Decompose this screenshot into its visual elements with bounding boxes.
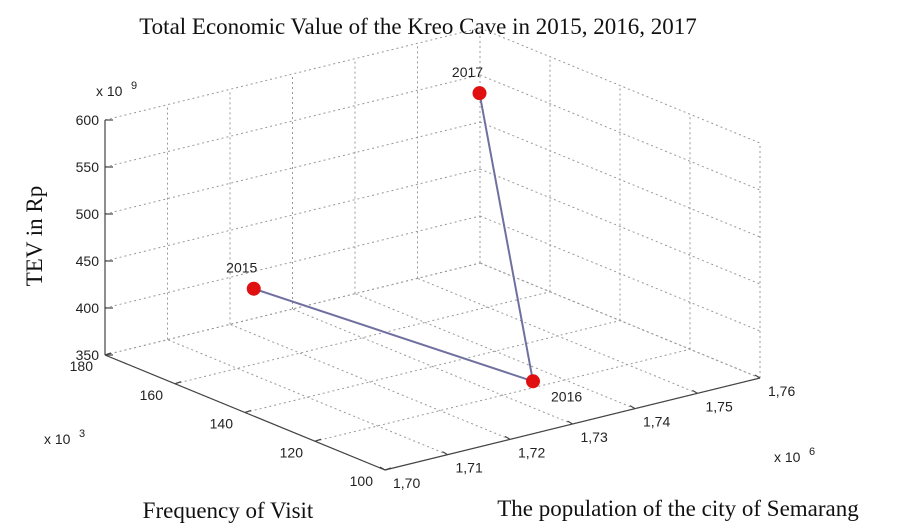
scale-label: x 10 bbox=[44, 431, 71, 447]
y-tick-label: 160 bbox=[140, 387, 164, 403]
x-tick-label: 1,74 bbox=[643, 414, 670, 430]
grid-line bbox=[167, 339, 448, 456]
z-axis-label: TEV in Rp bbox=[22, 186, 47, 287]
grid-line bbox=[479, 27, 761, 144]
tick-mark bbox=[314, 438, 322, 442]
grid-line bbox=[104, 74, 481, 168]
tick-mark bbox=[567, 420, 573, 425]
x-tick-label: 1,76 bbox=[768, 383, 795, 399]
tick-mark bbox=[754, 374, 761, 379]
z-tick-label: 600 bbox=[76, 112, 100, 128]
z-tick-label: 350 bbox=[76, 347, 100, 363]
y-axis-label: Frequency of Visit bbox=[143, 498, 314, 523]
x-tick-label: 1,75 bbox=[706, 398, 733, 414]
grid-line bbox=[479, 168, 761, 285]
grid-line bbox=[174, 291, 551, 385]
x-tick-label: 1,70 bbox=[393, 475, 420, 491]
grid-line bbox=[479, 262, 761, 379]
scale-exponent: 6 bbox=[809, 446, 815, 458]
data-point bbox=[472, 86, 487, 101]
tick-mark bbox=[384, 467, 392, 471]
grid-line bbox=[104, 168, 481, 262]
scale-label: x 10 bbox=[774, 449, 801, 465]
tick-mark bbox=[174, 381, 182, 385]
x-tick-label: 1,73 bbox=[581, 429, 608, 445]
z-tick-label: 450 bbox=[76, 253, 100, 269]
tick-mark bbox=[629, 405, 636, 410]
tick-mark bbox=[244, 409, 252, 414]
tick-mark bbox=[692, 389, 698, 394]
z-tick-label: 400 bbox=[76, 300, 100, 316]
x-axis-label: The population of the city of Semarang bbox=[497, 496, 859, 521]
scale-exponent: 9 bbox=[131, 80, 137, 92]
point-label: 2015 bbox=[226, 260, 257, 276]
tick-mark bbox=[104, 352, 112, 356]
grid-line bbox=[292, 308, 573, 425]
grid-line bbox=[104, 215, 481, 309]
y-tick-label: 140 bbox=[210, 416, 234, 432]
scale-label: x 10 bbox=[96, 83, 123, 99]
y-tick-label: 100 bbox=[350, 473, 374, 489]
x-tick-label: 1,72 bbox=[518, 444, 545, 460]
grid-line bbox=[104, 121, 481, 215]
grid-line bbox=[104, 27, 481, 121]
chart-title: Total Economic Value of the Kreo Cave in… bbox=[139, 14, 697, 39]
grid-line bbox=[479, 121, 761, 238]
y-tick-label: 120 bbox=[280, 444, 304, 460]
grid-line bbox=[314, 348, 691, 442]
tick-mark bbox=[442, 451, 448, 456]
grid-line bbox=[479, 74, 761, 191]
point-label: 2016 bbox=[551, 388, 582, 404]
z-tick-label: 500 bbox=[76, 206, 100, 222]
data-point bbox=[246, 281, 261, 296]
data-point bbox=[526, 374, 540, 389]
x-tick-label: 1,71 bbox=[456, 460, 483, 476]
grid-line bbox=[104, 262, 481, 356]
tick-mark bbox=[504, 435, 511, 440]
grid-line bbox=[229, 323, 511, 440]
z-tick-label: 550 bbox=[76, 159, 100, 175]
y-tick-label: 180 bbox=[70, 358, 94, 374]
tick-mark bbox=[379, 466, 386, 471]
scale-exponent: 3 bbox=[79, 428, 85, 440]
grid-line bbox=[354, 293, 636, 410]
grid-line bbox=[244, 320, 621, 413]
grid-line bbox=[479, 215, 761, 332]
point-label: 2017 bbox=[452, 64, 483, 80]
